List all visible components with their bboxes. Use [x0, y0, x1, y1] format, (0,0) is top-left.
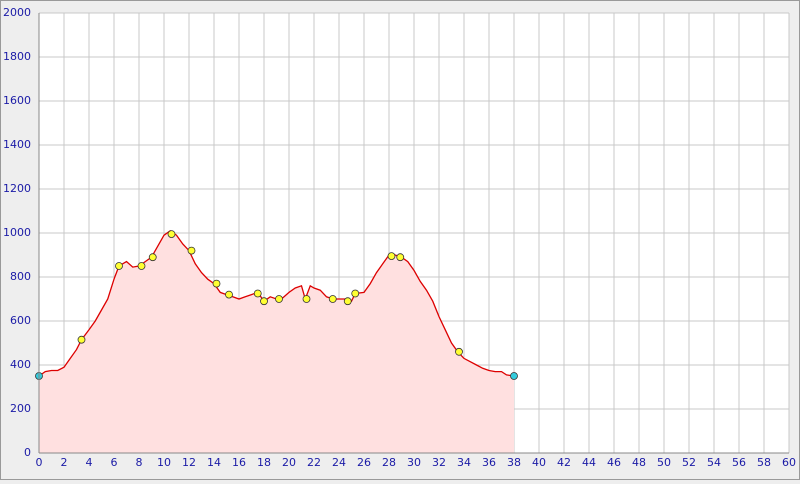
- waypoint: [137, 262, 146, 270]
- x-tick-label: 0: [36, 456, 43, 469]
- area-fill: [39, 230, 514, 453]
- x-tick-label: 14: [207, 456, 221, 469]
- y-tick-label: 1000: [3, 226, 31, 239]
- x-tick-label: 16: [232, 456, 246, 469]
- x-tick-label: 60: [782, 456, 796, 469]
- waypoint: [187, 246, 196, 255]
- x-tick-label: 44: [582, 456, 596, 469]
- x-tick-label: 58: [757, 456, 771, 469]
- waypoint: [302, 295, 311, 303]
- x-tick-label: 34: [457, 456, 471, 469]
- waypoint: [328, 295, 337, 303]
- x-tick-label: 26: [357, 456, 371, 469]
- waypoint: [343, 297, 352, 306]
- x-tick-label: 4: [86, 456, 93, 469]
- x-tick-label: 38: [507, 456, 521, 469]
- waypoint: [225, 290, 233, 299]
- x-tick-label: 24: [332, 456, 346, 469]
- x-tick-label: 30: [407, 456, 421, 469]
- x-tick-label: 32: [432, 456, 446, 469]
- x-tick-label: 18: [257, 456, 271, 469]
- y-tick-label: 600: [10, 314, 31, 327]
- waypoint: [115, 262, 123, 270]
- x-tick-label: 36: [482, 456, 496, 469]
- endpoint: [510, 372, 518, 380]
- y-tick-label: 1400: [3, 138, 31, 151]
- x-tick-label: 52: [682, 456, 696, 469]
- x-tick-label: 50: [657, 456, 671, 469]
- x-tick-label: 10: [157, 456, 171, 469]
- waypoint: [275, 295, 283, 303]
- waypoint: [212, 279, 221, 288]
- waypoint: [260, 297, 268, 306]
- waypoint: [455, 347, 463, 356]
- y-tick-label: 800: [10, 270, 31, 283]
- x-tick-label: 8: [136, 456, 143, 469]
- waypoint: [148, 253, 157, 262]
- y-tick-label: 1800: [3, 50, 31, 63]
- x-tick-label: 28: [382, 456, 396, 469]
- waypoint: [253, 289, 262, 298]
- y-tick-label: 2000: [3, 6, 31, 19]
- x-tick-label: 42: [557, 456, 571, 469]
- x-tick-label: 56: [732, 456, 746, 469]
- y-tick-label: 1200: [3, 182, 31, 195]
- x-tick-label: 54: [707, 456, 721, 469]
- waypoint: [396, 253, 405, 262]
- x-tick-label: 48: [632, 456, 646, 469]
- y-tick-label: 200: [10, 402, 31, 415]
- x-tick-label: 40: [532, 456, 546, 469]
- waypoint: [77, 335, 86, 344]
- waypoint: [351, 289, 360, 298]
- y-tick-label: 0: [24, 446, 31, 459]
- x-tick-label: 6: [111, 456, 118, 469]
- x-tick-label: 22: [307, 456, 321, 469]
- y-tick-label: 1600: [3, 94, 31, 107]
- x-tick-label: 46: [607, 456, 621, 469]
- waypoint: [387, 252, 396, 261]
- x-tick-label: 20: [282, 456, 296, 469]
- waypoint: [167, 230, 176, 239]
- x-tick-label: 12: [182, 456, 196, 469]
- x-tick-label: 2: [61, 456, 68, 469]
- y-tick-label: 400: [10, 358, 31, 371]
